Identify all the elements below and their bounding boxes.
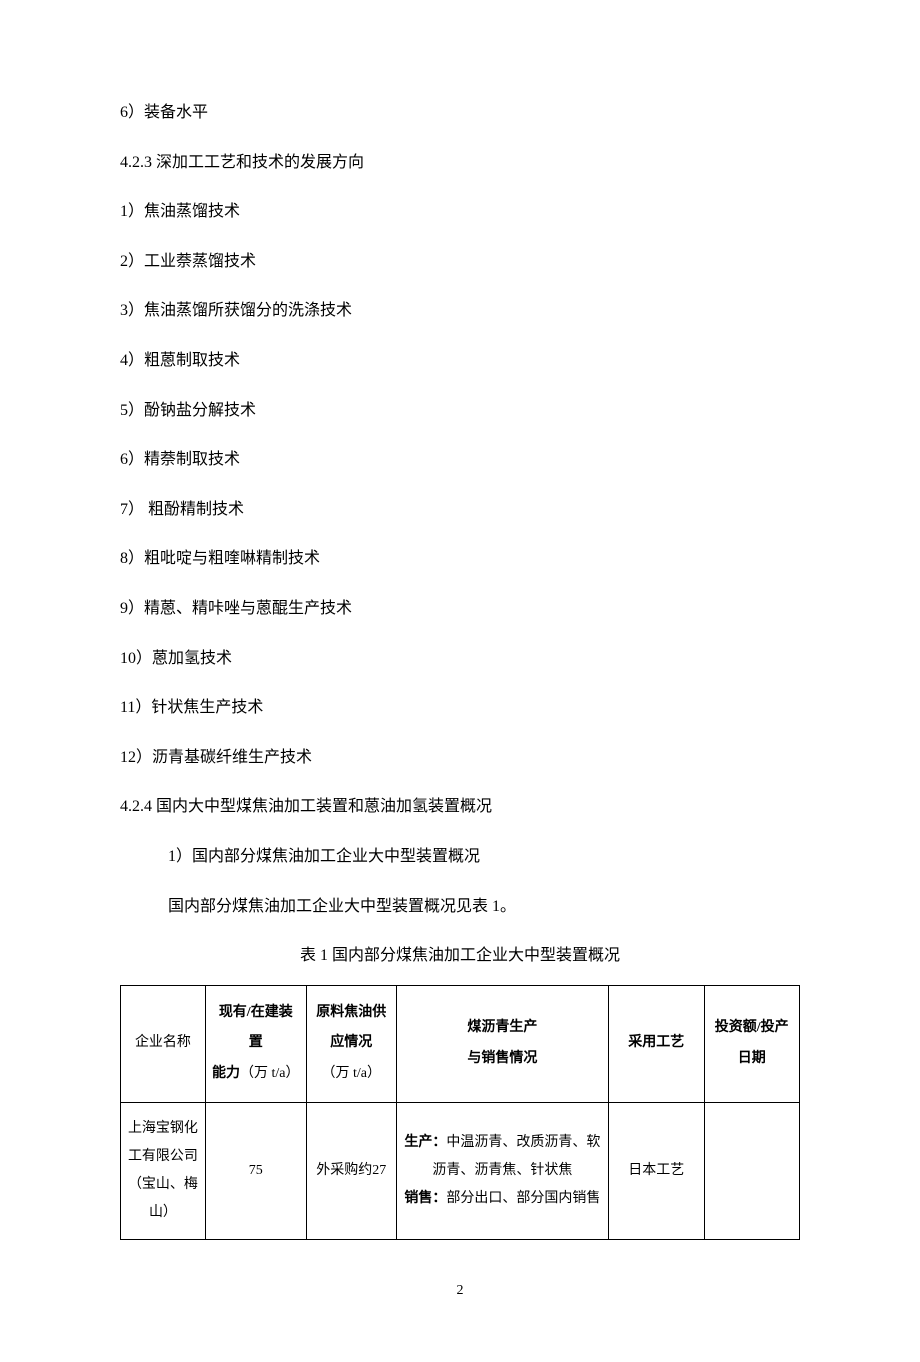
cell-investment — [704, 1103, 800, 1240]
paragraph-line: 4.2.4 国内大中型煤焦油加工装置和蒽油加氢装置概况 — [120, 794, 800, 820]
paragraph-line: 3）焦油蒸馏所获馏分的洗涤技术 — [120, 298, 800, 324]
header-capacity: 现有/在建装置 能力（万 t/a） — [205, 985, 306, 1102]
page-number: 2 — [120, 1280, 800, 1302]
paragraph-line: 11）针状焦生产技术 — [120, 695, 800, 721]
paragraph-line: 国内部分煤焦油加工企业大中型装置概况见表 1。 — [120, 894, 800, 920]
table-caption: 表 1 国内部分煤焦油加工企业大中型装置概况 — [120, 943, 800, 969]
paragraph-line: 1）国内部分煤焦油加工企业大中型装置概况 — [120, 844, 800, 870]
paragraph-line: 10）蒽加氢技术 — [120, 646, 800, 672]
paragraph-line: 4.2.3 深加工工艺和技术的发展方向 — [120, 150, 800, 176]
header-investment: 投资额/投产日期 — [704, 985, 800, 1102]
paragraph-line: 9）精蒽、精咔唑与蒽醌生产技术 — [120, 596, 800, 622]
header-supply: 原料焦油供应情况 （万 t/a） — [306, 985, 396, 1102]
cell-capacity: 75 — [205, 1103, 306, 1240]
cell-process: 日本工艺 — [609, 1103, 704, 1240]
cell-company: 上海宝钢化工有限公司（宝山、梅山） — [121, 1103, 206, 1240]
paragraph-line: 8）粗吡啶与粗喹啉精制技术 — [120, 546, 800, 572]
table-row: 上海宝钢化工有限公司（宝山、梅山） 75 外采购约27 生产：中温沥青、改质沥青… — [121, 1103, 800, 1240]
paragraph-line: 12）沥青基碳纤维生产技术 — [120, 745, 800, 771]
header-company: 企业名称 — [121, 985, 206, 1102]
paragraph-line: 4）粗蒽制取技术 — [120, 348, 800, 374]
header-process: 采用工艺 — [609, 985, 704, 1102]
cell-supply: 外采购约27 — [306, 1103, 396, 1240]
paragraph-line: 6）精萘制取技术 — [120, 447, 800, 473]
paragraph-line: 5）酚钠盐分解技术 — [120, 398, 800, 424]
paragraph-line: 2）工业萘蒸馏技术 — [120, 249, 800, 275]
header-production: 煤沥青生产 与销售情况 — [396, 985, 608, 1102]
cell-production: 生产：中温沥青、改质沥青、软沥青、沥青焦、针状焦 销售：部分出口、部分国内销售 — [396, 1103, 608, 1240]
table-header-row: 企业名称 现有/在建装置 能力（万 t/a） 原料焦油供应情况 （万 t/a） … — [121, 985, 800, 1102]
paragraph-line: 6）装备水平 — [120, 100, 800, 126]
paragraph-line: 1）焦油蒸馏技术 — [120, 199, 800, 225]
equipment-table: 企业名称 现有/在建装置 能力（万 t/a） 原料焦油供应情况 （万 t/a） … — [120, 985, 800, 1240]
paragraph-line: 7） 粗酚精制技术 — [120, 497, 800, 523]
document-content: 6）装备水平 4.2.3 深加工工艺和技术的发展方向 1）焦油蒸馏技术 2）工业萘蒸馏… — [120, 100, 800, 1302]
